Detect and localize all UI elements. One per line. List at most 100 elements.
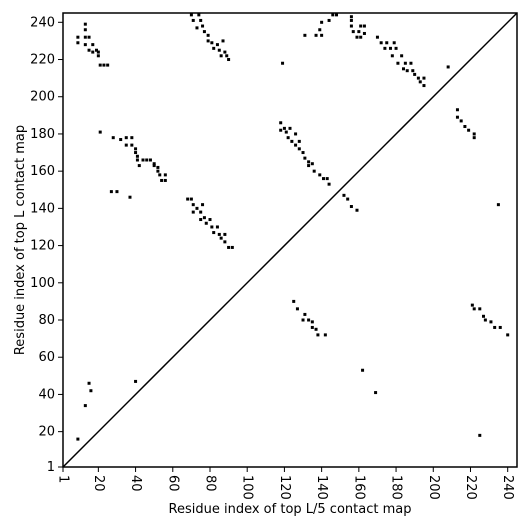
contact-point <box>402 67 405 71</box>
contact-point <box>422 84 426 88</box>
contact-point <box>482 314 486 318</box>
contact-point <box>316 333 320 337</box>
contact-point <box>96 54 100 58</box>
contact-point <box>124 136 128 140</box>
contact-point <box>223 232 227 236</box>
contact-point <box>115 190 119 194</box>
contact-point <box>455 115 459 119</box>
contact-point <box>128 195 132 199</box>
contact-point <box>403 61 407 65</box>
contact-point <box>320 20 324 24</box>
contact-point <box>279 121 283 125</box>
contact-point <box>297 147 301 151</box>
x-tick-label: 220 <box>463 475 478 500</box>
contact-point <box>303 33 307 37</box>
contact-point <box>483 318 487 322</box>
x-tick-label: 1 <box>56 475 71 483</box>
contact-point <box>357 30 361 34</box>
contact-point <box>307 160 311 164</box>
contact-point <box>98 63 102 67</box>
contact-point <box>109 190 113 194</box>
contact-point <box>191 210 195 214</box>
contact-point <box>195 206 199 210</box>
y-tick-label: 220 <box>30 53 55 68</box>
contact-point <box>383 46 387 50</box>
contact-point <box>327 182 331 186</box>
contact-point <box>359 35 363 39</box>
contact-point <box>472 136 476 140</box>
contact-point <box>359 24 363 28</box>
x-tick-label: 60 <box>165 475 180 492</box>
contact-point <box>455 108 459 112</box>
contact-point <box>134 147 138 151</box>
contact-point <box>199 210 203 214</box>
x-tick-label: 240 <box>500 475 515 500</box>
y-tick-label: 140 <box>30 201 55 216</box>
contact-point <box>478 307 482 311</box>
contact-point <box>152 162 156 166</box>
contact-point <box>221 39 225 43</box>
contact-point <box>396 61 400 65</box>
plot-frame <box>62 12 518 468</box>
contact-point <box>418 80 422 84</box>
y-tick-label: 240 <box>30 15 55 30</box>
contact-point <box>87 48 91 52</box>
contact-point <box>506 333 510 337</box>
x-tick-label: 40 <box>128 475 143 492</box>
contact-point <box>134 379 138 383</box>
contact-point <box>307 318 311 322</box>
contact-point <box>390 54 394 58</box>
contact-point <box>314 33 318 37</box>
contact-point <box>472 307 476 311</box>
contact-point <box>217 232 221 236</box>
contact-point <box>325 177 329 181</box>
contact-point <box>290 139 294 143</box>
contact-point <box>297 139 301 143</box>
contact-point <box>405 69 409 73</box>
contact-point <box>219 54 223 58</box>
contact-point <box>102 63 106 67</box>
y-tick-label: 120 <box>30 239 55 254</box>
contact-point <box>470 303 474 307</box>
contact-point <box>230 245 234 249</box>
contact-point <box>498 325 502 329</box>
contact-point <box>89 389 93 393</box>
contact-point <box>215 225 219 229</box>
y-tick-label: 1 <box>47 460 55 475</box>
contact-point <box>459 119 463 123</box>
x-tick-label: 80 <box>202 475 217 492</box>
contact-point <box>349 15 353 19</box>
contact-point <box>197 13 201 17</box>
contact-point <box>96 50 100 54</box>
contact-point <box>158 173 162 177</box>
contact-point <box>478 433 482 437</box>
contact-point <box>284 130 288 134</box>
contact-point <box>135 154 139 158</box>
contact-point <box>94 48 98 52</box>
contact-point <box>134 151 138 155</box>
contact-point <box>346 197 350 201</box>
contact-point <box>83 35 87 39</box>
contact-point <box>156 169 160 173</box>
contact-point <box>119 138 123 142</box>
contact-point <box>191 18 195 22</box>
contact-point <box>83 404 87 408</box>
contact-point <box>83 28 87 32</box>
contact-point <box>206 39 210 43</box>
contact-point <box>472 132 476 136</box>
contact-point <box>292 299 296 303</box>
contact-point <box>106 63 110 67</box>
contact-point <box>282 126 286 130</box>
contact-point <box>361 368 365 372</box>
contact-point <box>320 33 324 37</box>
contact-point <box>227 245 231 249</box>
contact-point <box>130 136 134 140</box>
contact-point <box>111 136 115 140</box>
contact-point <box>379 41 383 45</box>
contact-point <box>202 216 206 220</box>
contact-point <box>355 35 359 39</box>
contact-point <box>310 320 314 324</box>
contact-point <box>385 41 389 45</box>
contact-point <box>310 162 314 166</box>
contact-point <box>87 35 91 39</box>
